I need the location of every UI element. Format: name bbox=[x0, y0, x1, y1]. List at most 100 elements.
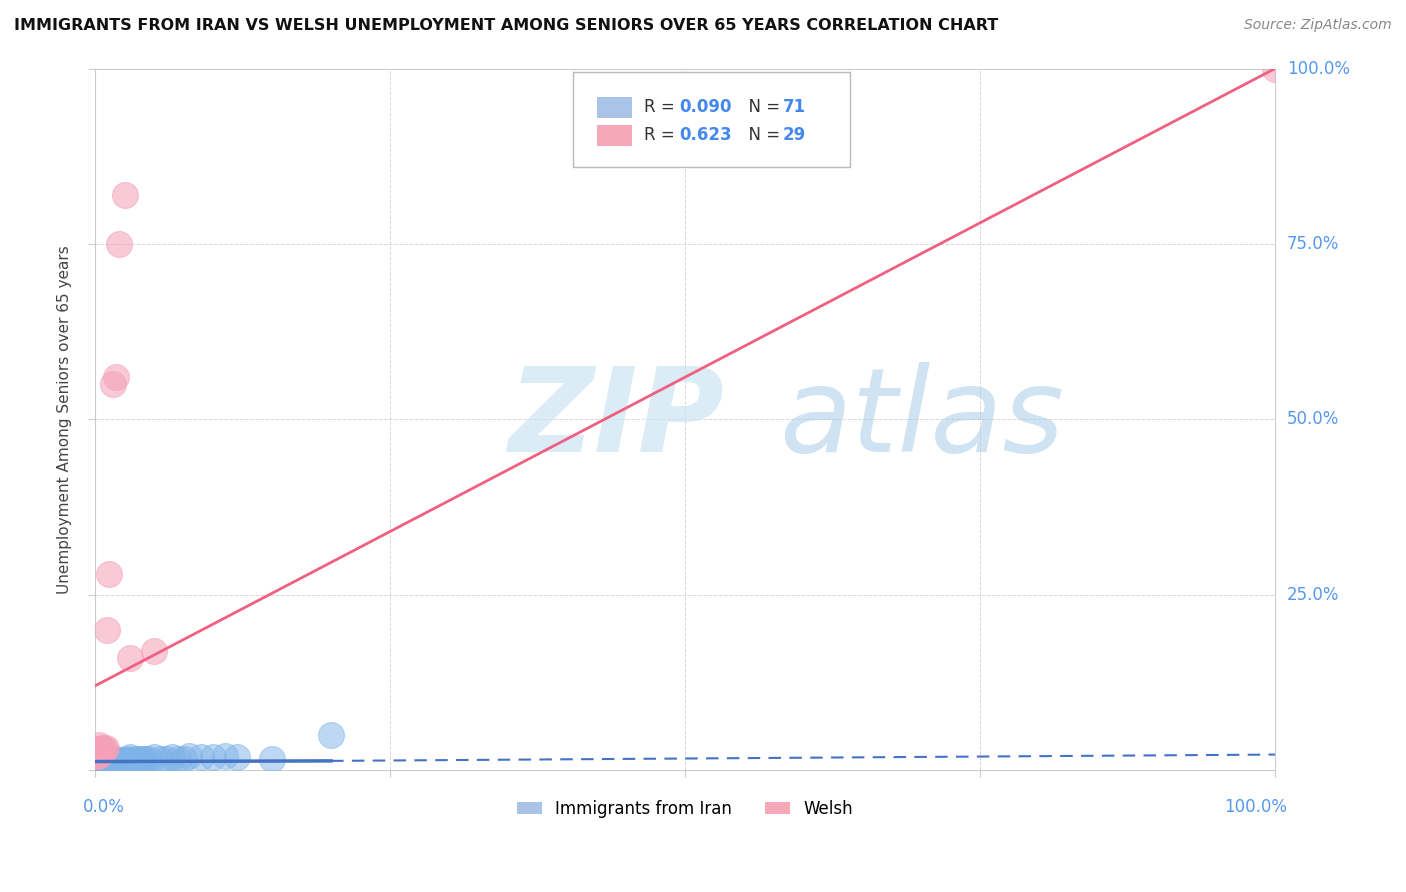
Text: Source: ZipAtlas.com: Source: ZipAtlas.com bbox=[1244, 18, 1392, 32]
Point bbox=[87, 743, 110, 757]
Point bbox=[93, 756, 115, 770]
Point bbox=[93, 743, 115, 757]
Point bbox=[91, 746, 114, 760]
Point bbox=[94, 753, 117, 767]
Point bbox=[89, 756, 111, 770]
Point bbox=[143, 644, 166, 658]
Point bbox=[89, 747, 111, 762]
Point bbox=[93, 742, 115, 756]
Point bbox=[173, 752, 195, 766]
Point bbox=[91, 740, 114, 755]
Point bbox=[93, 755, 115, 769]
Point bbox=[107, 755, 129, 769]
Point bbox=[87, 755, 110, 769]
Point bbox=[103, 755, 125, 769]
Point bbox=[101, 752, 124, 766]
Point bbox=[94, 756, 117, 770]
Text: N =: N = bbox=[738, 98, 786, 116]
Text: 25.0%: 25.0% bbox=[1286, 586, 1340, 604]
Point bbox=[86, 748, 108, 763]
Legend: Immigrants from Iran, Welsh: Immigrants from Iran, Welsh bbox=[510, 794, 860, 825]
Point bbox=[98, 753, 121, 767]
Point bbox=[120, 650, 142, 665]
Point bbox=[100, 755, 122, 769]
Point bbox=[114, 753, 136, 767]
Point bbox=[86, 757, 108, 772]
Point bbox=[89, 743, 111, 757]
Text: 100.0%: 100.0% bbox=[1223, 798, 1286, 816]
Text: atlas: atlas bbox=[779, 362, 1064, 476]
Point bbox=[86, 755, 108, 769]
Point bbox=[87, 747, 110, 762]
Point bbox=[262, 752, 284, 766]
Point bbox=[225, 750, 247, 764]
Point bbox=[155, 752, 177, 766]
Point bbox=[84, 752, 107, 766]
FancyBboxPatch shape bbox=[596, 96, 631, 118]
Point bbox=[96, 623, 118, 637]
Text: 29: 29 bbox=[783, 127, 806, 145]
Point bbox=[91, 752, 114, 766]
Point bbox=[93, 752, 115, 766]
Point bbox=[90, 753, 112, 767]
Point bbox=[96, 756, 118, 770]
Point bbox=[86, 756, 108, 770]
Point bbox=[86, 742, 108, 756]
Point bbox=[125, 752, 148, 766]
Point bbox=[84, 742, 107, 756]
Text: 75.0%: 75.0% bbox=[1286, 235, 1339, 253]
Point bbox=[107, 236, 129, 251]
Point bbox=[91, 755, 114, 769]
Point bbox=[121, 753, 143, 767]
Point bbox=[117, 752, 139, 766]
Point bbox=[89, 752, 111, 766]
Point bbox=[84, 746, 107, 760]
Point bbox=[214, 748, 236, 763]
Text: N =: N = bbox=[738, 127, 786, 145]
FancyBboxPatch shape bbox=[572, 72, 851, 167]
Point bbox=[104, 755, 127, 769]
Point bbox=[93, 755, 115, 769]
Point bbox=[93, 757, 115, 772]
Point bbox=[107, 753, 129, 767]
Point bbox=[89, 755, 111, 769]
Point bbox=[143, 750, 166, 764]
Point bbox=[319, 728, 342, 742]
Point bbox=[105, 753, 128, 767]
Point bbox=[96, 752, 118, 766]
Text: IMMIGRANTS FROM IRAN VS WELSH UNEMPLOYMENT AMONG SENIORS OVER 65 YEARS CORRELATI: IMMIGRANTS FROM IRAN VS WELSH UNEMPLOYME… bbox=[14, 18, 998, 33]
Text: R =: R = bbox=[644, 98, 679, 116]
Point bbox=[190, 750, 212, 764]
Point bbox=[129, 752, 152, 766]
Point bbox=[86, 746, 108, 760]
Point bbox=[91, 757, 114, 772]
Text: 71: 71 bbox=[783, 98, 806, 116]
Text: 0.0%: 0.0% bbox=[83, 798, 125, 816]
Point bbox=[84, 756, 107, 770]
Point bbox=[134, 752, 156, 766]
Point bbox=[105, 370, 128, 384]
Point bbox=[1264, 62, 1286, 76]
Point bbox=[90, 756, 112, 770]
Point bbox=[131, 752, 153, 766]
Text: R =: R = bbox=[644, 127, 679, 145]
Point bbox=[98, 756, 121, 770]
Point bbox=[87, 752, 110, 766]
Point bbox=[84, 755, 107, 769]
Point bbox=[100, 756, 122, 770]
Point bbox=[101, 756, 124, 770]
Text: ZIP: ZIP bbox=[508, 362, 724, 477]
Point bbox=[90, 742, 112, 756]
Point bbox=[202, 750, 225, 764]
Point bbox=[179, 748, 201, 763]
Point bbox=[84, 743, 107, 757]
Point bbox=[110, 753, 132, 767]
Text: 0.090: 0.090 bbox=[679, 98, 731, 116]
Point bbox=[90, 757, 112, 772]
Point bbox=[87, 756, 110, 770]
Point bbox=[90, 746, 112, 760]
Point bbox=[136, 752, 159, 766]
Text: 50.0%: 50.0% bbox=[1286, 410, 1339, 428]
Point bbox=[114, 187, 136, 202]
Point bbox=[87, 757, 110, 772]
